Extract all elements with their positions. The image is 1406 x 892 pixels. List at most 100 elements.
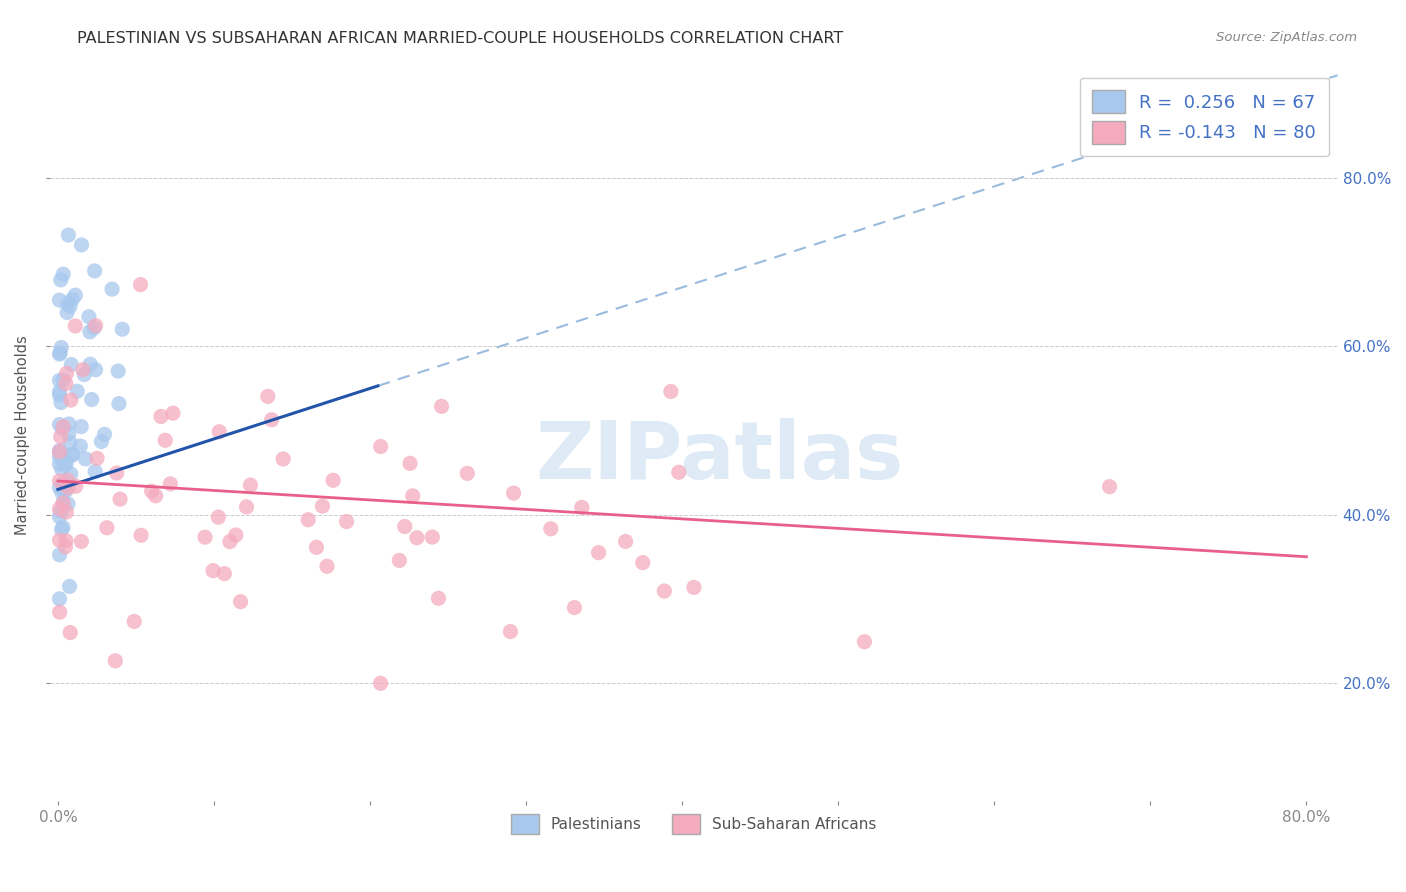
Point (55, 376, 77, 391)
Point (48, 444, 70, 458)
Text: Source: ZipAtlas.com: Source: ZipAtlas.com (1216, 31, 1357, 45)
Point (70, 419, 93, 434)
Point (256, 389, 278, 403)
Point (388, 553, 411, 567)
Point (202, 564, 225, 578)
Point (52, 373, 75, 387)
Y-axis label: Married-couple Households: Married-couple Households (15, 334, 30, 534)
Point (58, 426, 80, 441)
Point (49, 395, 72, 409)
Point (588, 546, 610, 560)
Point (111, 322, 134, 336)
Point (48, 457, 70, 471)
Point (48, 417, 70, 432)
Point (59, 625, 82, 640)
Point (101, 282, 124, 296)
Point (60, 358, 83, 372)
Point (55, 455, 77, 469)
Point (59, 435, 82, 450)
Text: PALESTINIAN VS SUBSAHARAN AFRICAN MARRIED-COUPLE HOUSEHOLDS CORRELATION CHART: PALESTINIAN VS SUBSAHARAN AFRICAN MARRIE… (77, 31, 844, 46)
Point (84, 464, 107, 478)
Point (56, 305, 79, 319)
Point (51, 523, 73, 537)
Point (73, 368, 96, 382)
Point (235, 500, 257, 514)
Point (56, 297, 79, 311)
Point (48, 591, 70, 606)
Point (207, 510, 229, 524)
Point (853, 634, 876, 648)
Point (311, 499, 333, 513)
Point (52, 496, 75, 510)
Point (305, 541, 328, 555)
Point (70, 238, 93, 252)
Text: ZIPatlas: ZIPatlas (536, 417, 904, 496)
Point (214, 566, 236, 581)
Point (48, 605, 70, 619)
Point (208, 425, 231, 439)
Point (108, 492, 131, 507)
Point (219, 534, 242, 549)
Point (52, 267, 75, 281)
Point (683, 581, 706, 595)
Point (631, 556, 654, 570)
Point (65, 288, 87, 302)
Point (48, 444, 70, 458)
Point (51, 477, 73, 491)
Point (229, 595, 252, 609)
Point (72, 363, 94, 377)
Point (65, 479, 87, 493)
Point (52, 495, 75, 509)
Point (96, 521, 118, 535)
Point (316, 559, 339, 574)
Point (239, 478, 262, 492)
Point (55, 533, 77, 548)
Point (90, 434, 112, 449)
Point (48, 533, 70, 548)
Point (49, 430, 72, 444)
Point (52, 520, 75, 534)
Point (69, 439, 91, 453)
Point (58, 417, 80, 431)
Point (83, 321, 105, 335)
Point (51, 485, 73, 500)
Point (51, 341, 73, 355)
Point (55, 458, 77, 473)
Point (225, 528, 247, 542)
Point (60, 448, 83, 462)
Point (48, 347, 70, 361)
Point (402, 489, 425, 503)
Point (427, 591, 450, 606)
Point (129, 277, 152, 292)
Point (93, 427, 115, 442)
Point (48, 443, 70, 458)
Point (122, 615, 145, 629)
Point (48, 374, 70, 388)
Point (79, 357, 101, 371)
Point (150, 409, 173, 424)
Point (104, 654, 127, 668)
Point (652, 584, 675, 599)
Point (51, 421, 73, 435)
Point (48, 509, 70, 524)
Point (55, 540, 77, 554)
Point (48, 293, 70, 307)
Point (370, 440, 392, 454)
Point (271, 452, 294, 467)
Legend: Palestinians, Sub-Saharan Africans: Palestinians, Sub-Saharan Africans (501, 804, 887, 845)
Point (79, 325, 101, 339)
Point (48, 450, 70, 465)
Point (48, 388, 70, 402)
Point (162, 406, 184, 420)
Point (55, 505, 77, 519)
Point (105, 466, 128, 480)
Point (86, 451, 108, 466)
Point (564, 600, 586, 615)
Point (65, 318, 87, 333)
Point (297, 513, 319, 527)
Point (48, 548, 70, 562)
Point (49, 273, 72, 287)
Point (502, 486, 524, 500)
Point (145, 489, 167, 503)
Point (59, 299, 82, 313)
